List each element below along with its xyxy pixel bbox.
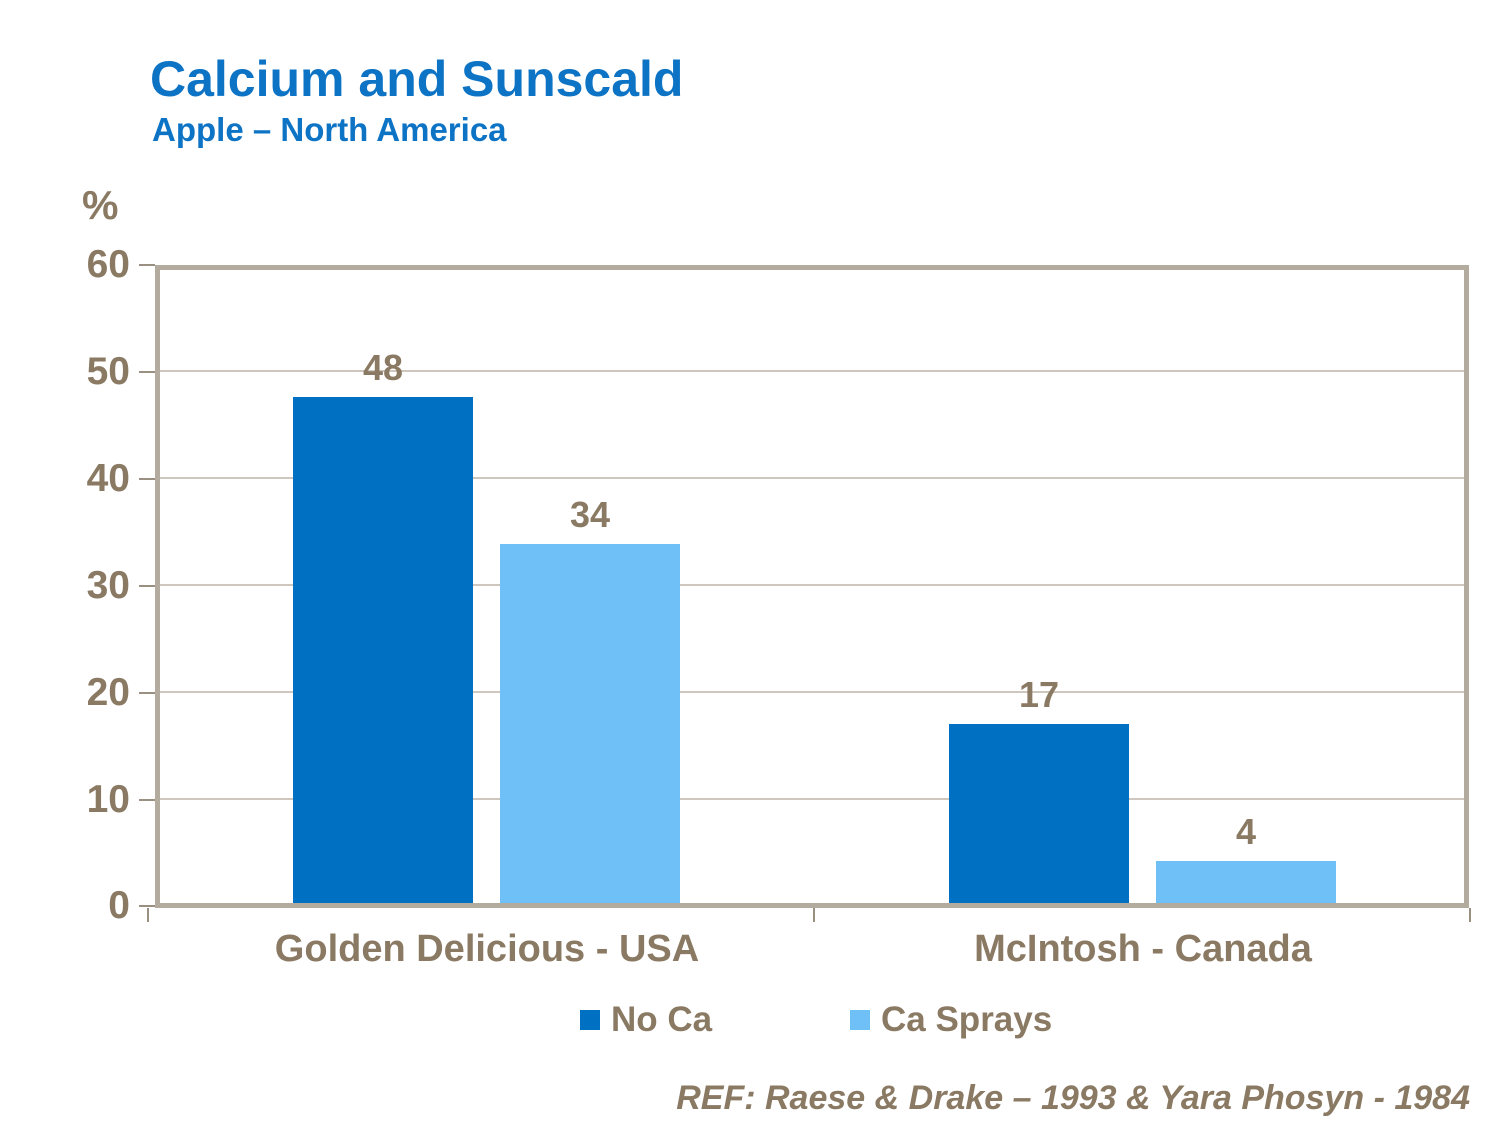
legend-item-no-ca: No Ca <box>580 998 712 1042</box>
y-tick-label-60: 60 <box>86 243 130 286</box>
bar-group-golden-delicious: 34 <box>500 270 680 903</box>
gridline <box>160 370 1464 372</box>
y-tick-label-30: 30 <box>86 564 130 607</box>
bar-no-ca-golden-delicious <box>293 396 473 903</box>
legend-label-no-ca: No Ca <box>611 1000 713 1039</box>
y-tick-label-0: 0 <box>108 884 130 927</box>
bar-group-mcintosh: 4 <box>1156 270 1336 903</box>
bar-ca-sprays-golden-delicious <box>500 544 680 903</box>
category-label-golden-delicious: Golden Delicious - USA <box>274 928 700 970</box>
y-tick-mark <box>139 585 155 587</box>
bar-value-label: 17 <box>1018 673 1060 715</box>
y-tick-mark <box>139 478 155 480</box>
bar-value-label: 4 <box>1235 810 1257 852</box>
legend-swatch-ca-sprays <box>850 1010 870 1030</box>
gridline <box>160 584 1464 586</box>
legend-swatch-no-ca <box>580 1010 600 1030</box>
chart-subtitle: Apple – North America <box>152 111 507 148</box>
bar-ca-sprays-mcintosh <box>1156 860 1336 903</box>
category-label-mcintosh: McIntosh - Canada <box>974 928 1312 970</box>
x-tick-mark <box>147 908 149 922</box>
y-tick-label-20: 20 <box>86 671 130 714</box>
gridline <box>160 477 1464 479</box>
bar-value-label: 34 <box>569 494 611 536</box>
chart-title: Calcium and Sunscald <box>150 51 684 107</box>
legend-item-ca-sprays: Ca Sprays <box>850 998 1052 1042</box>
x-tick-mark <box>813 908 815 922</box>
bar-value-label: 48 <box>362 346 404 388</box>
y-tick-mark <box>139 905 155 907</box>
y-axis-unit-label: % <box>82 182 119 228</box>
y-tick-mark <box>139 371 155 373</box>
y-tick-mark <box>139 692 155 694</box>
y-tick-mark <box>139 264 155 266</box>
bar-group-golden-delicious: 48 <box>293 270 473 903</box>
gridline <box>160 691 1464 693</box>
y-tick-label-40: 40 <box>86 457 130 500</box>
y-tick-label-10: 10 <box>86 778 130 821</box>
plot-area: 48 34 17 4 <box>155 265 1469 908</box>
y-tick-label-50: 50 <box>86 350 130 393</box>
bar-group-mcintosh: 17 <box>949 270 1129 903</box>
y-tick-mark <box>139 799 155 801</box>
bar-no-ca-mcintosh <box>949 723 1129 903</box>
x-tick-mark <box>1469 908 1471 922</box>
reference-text: REF: Raese & Drake – 1993 & Yara Phosyn … <box>676 1079 1470 1117</box>
legend-label-ca-sprays: Ca Sprays <box>881 1000 1053 1039</box>
gridline <box>160 798 1464 800</box>
